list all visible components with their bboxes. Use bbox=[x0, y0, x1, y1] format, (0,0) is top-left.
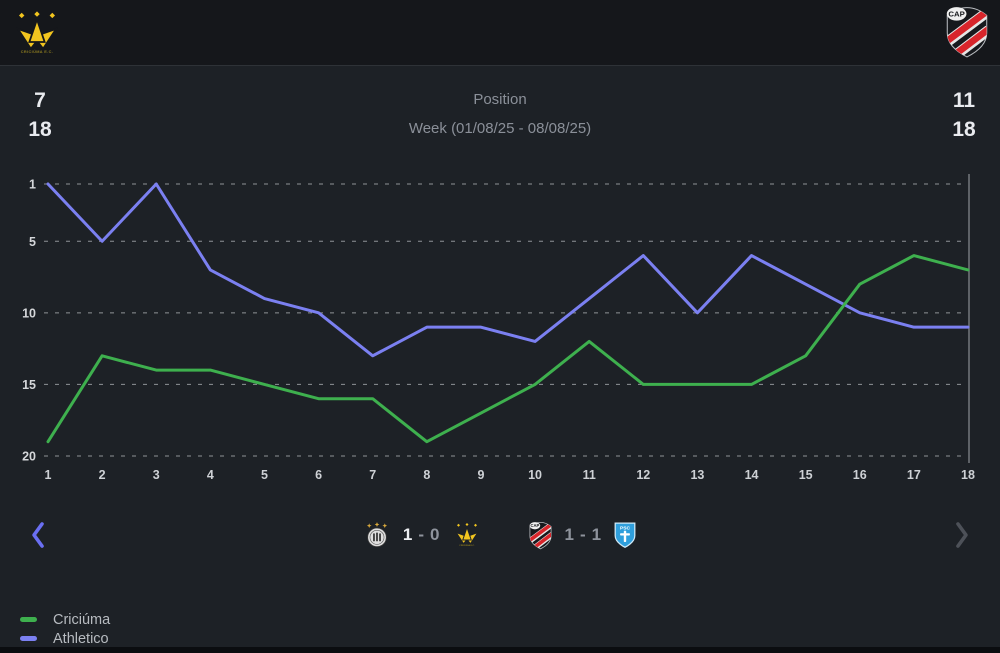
x-tick-9: 9 bbox=[477, 468, 484, 482]
operario-crest-icon bbox=[366, 522, 388, 548]
y-tick-20: 20 bbox=[22, 450, 36, 464]
x-tick-6: 6 bbox=[315, 468, 322, 482]
x-tick-7: 7 bbox=[369, 468, 376, 482]
chevron-right-icon bbox=[956, 522, 968, 548]
y-tick-5: 5 bbox=[29, 235, 36, 249]
x-tick-16: 16 bbox=[853, 468, 867, 482]
legend-label: Criciúma bbox=[53, 611, 111, 628]
y-tick-10: 10 bbox=[22, 306, 36, 320]
criciuma-line-swatch bbox=[20, 617, 37, 622]
bottom-bar bbox=[0, 647, 1000, 653]
match-2-home-score: 1 bbox=[564, 525, 574, 544]
match-1-score-separator: - bbox=[418, 525, 425, 544]
criciuma-crest-icon: CRICIÚMA E.C. bbox=[454, 523, 479, 547]
svg-text:CAP: CAP bbox=[530, 523, 539, 528]
athletico-line-swatch bbox=[20, 636, 37, 641]
right-team-total: 18 bbox=[952, 118, 976, 141]
x-tick-1: 1 bbox=[45, 468, 52, 482]
athletico-crest-caption: CAP bbox=[948, 9, 964, 18]
x-tick-17: 17 bbox=[907, 468, 921, 482]
svg-text:CRICIÚMA E.C.: CRICIÚMA E.C. bbox=[459, 544, 475, 547]
week-range-label: Week (01/08/25 - 08/08/25) bbox=[408, 120, 592, 137]
left-team-position: 7 bbox=[34, 89, 46, 112]
cricima-position-line bbox=[46, 254, 970, 444]
x-tick-4: 4 bbox=[207, 468, 214, 482]
chart-header-labels: Position Week (01/08/25 - 08/08/25) bbox=[0, 92, 1000, 136]
y-tick-15: 15 bbox=[22, 378, 36, 392]
header: CRICIÚMA E.C. CAP bbox=[0, 0, 1000, 66]
match-1-score: 1 - 0 bbox=[403, 525, 440, 545]
x-tick-8: 8 bbox=[423, 468, 430, 482]
x-tick-5: 5 bbox=[261, 468, 268, 482]
legend-item-athletico: Athletico bbox=[20, 629, 110, 648]
next-week-button[interactable] bbox=[942, 515, 982, 555]
athletico-position-line bbox=[46, 182, 970, 358]
x-tick-12: 12 bbox=[636, 468, 650, 482]
x-tick-13: 13 bbox=[690, 468, 704, 482]
match-1-home-score: 1 bbox=[402, 525, 413, 544]
right-team-position: 11 bbox=[952, 89, 976, 112]
match-2-away-score: 1 bbox=[591, 525, 602, 544]
athletico-crest-icon: CAP bbox=[529, 521, 551, 549]
x-tick-2: 2 bbox=[99, 468, 106, 482]
athletico-crest-icon: CAP bbox=[946, 7, 988, 58]
x-tick-14: 14 bbox=[745, 468, 759, 482]
match-2-score-separator: - bbox=[579, 525, 586, 544]
chart-legend: Criciúma Athletico bbox=[20, 610, 110, 648]
match-2-score: 1 - 1 bbox=[565, 525, 602, 545]
left-team-position-stat: 7 18 bbox=[12, 86, 68, 144]
x-tick-3: 3 bbox=[153, 468, 160, 482]
paysandu-crest-icon: PSC bbox=[614, 522, 636, 548]
x-tick-18: 18 bbox=[961, 468, 975, 482]
match-1-away-score: 0 bbox=[430, 525, 440, 544]
prev-week-button[interactable] bbox=[18, 515, 58, 555]
legend-item-criciuma: Criciúma bbox=[20, 610, 110, 629]
x-tick-11: 11 bbox=[583, 468, 596, 482]
x-tick-10: 10 bbox=[528, 468, 542, 482]
criciuma-crest-icon: CRICIÚMA E.C. bbox=[15, 11, 59, 54]
metric-label: Position bbox=[473, 91, 527, 108]
match-result-2: CAP 1 - 1 PSC bbox=[528, 521, 638, 550]
x-tick-15: 15 bbox=[799, 468, 813, 482]
y-tick-1: 1 bbox=[29, 178, 36, 192]
chevron-left-icon bbox=[32, 522, 44, 548]
week-nav-row: 1 - 0 CRICIÚMA E.C. bbox=[0, 508, 1000, 562]
match-result-1: 1 - 0 CRICIÚMA E.C. bbox=[363, 522, 482, 548]
right-team-position-stat: 11 18 bbox=[936, 86, 992, 144]
left-team-total: 18 bbox=[28, 118, 52, 141]
legend-label: Athletico bbox=[53, 630, 109, 647]
paysandu-crest-letters: PSC bbox=[620, 525, 631, 531]
match-results: 1 - 0 CRICIÚMA E.C. bbox=[0, 508, 1000, 562]
criciuma-crest-caption: CRICIÚMA E.C. bbox=[21, 49, 53, 54]
